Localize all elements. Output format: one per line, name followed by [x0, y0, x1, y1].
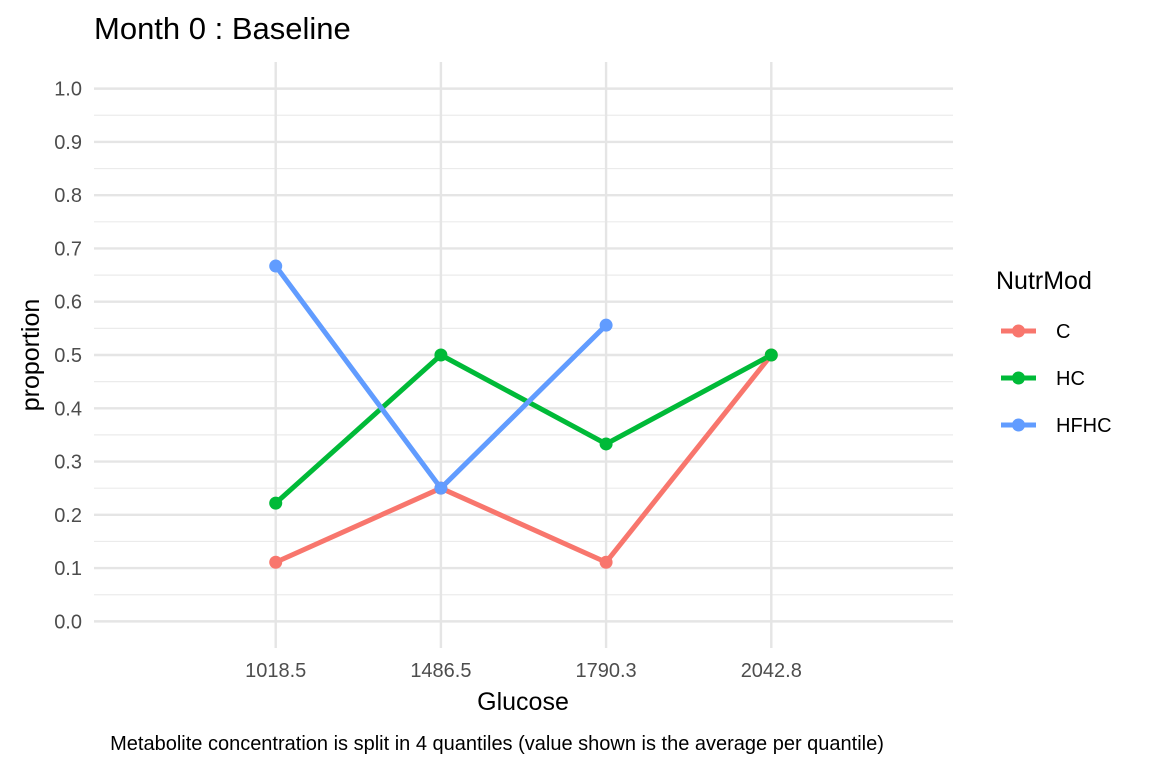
series-lines — [273, 264, 774, 565]
legend-label: C — [1056, 321, 1070, 343]
legend: NutrMod C HC HFHC — [996, 267, 1112, 437]
y-axis-title: proportion — [17, 299, 45, 412]
x-tick-label: 1018.5 — [245, 660, 306, 682]
data-point-c — [599, 555, 613, 569]
y-tick-label: 0.9 — [54, 132, 82, 154]
legend-item-c: C — [1001, 321, 1070, 343]
series-points — [269, 259, 778, 569]
grid-lines — [94, 62, 953, 648]
legend-key-point — [1012, 324, 1025, 338]
legend-key-point — [1012, 371, 1025, 385]
chart-title: Month 0 : Baseline — [94, 11, 351, 46]
data-point-hc — [434, 348, 448, 362]
chart-caption: Metabolite concentration is split in 4 q… — [110, 733, 884, 755]
y-tick-label: 0.5 — [54, 345, 82, 367]
y-tick-label: 1.0 — [54, 79, 82, 101]
x-tick-label: 2042.8 — [741, 660, 802, 682]
y-tick-label: 0.7 — [54, 238, 82, 260]
data-point-c — [269, 555, 283, 569]
y-tick-label: 0.3 — [54, 452, 82, 474]
y-axis-ticks: 0.0 0.1 0.2 0.3 0.4 0.5 0.6 0.7 0.8 0.9 1.0 — [54, 79, 82, 634]
x-axis-ticks: 1018.5 1486.5 1790.3 2042.8 — [245, 660, 802, 682]
y-tick-label: 0.1 — [54, 558, 82, 580]
y-tick-label: 0.6 — [54, 292, 82, 314]
series-line-c — [274, 353, 774, 565]
legend-items: C HC HFHC — [1001, 321, 1112, 437]
y-tick-label: 0.0 — [54, 611, 82, 633]
legend-label: HC — [1056, 368, 1085, 390]
legend-label: HFHC — [1056, 415, 1112, 437]
x-tick-label: 1790.3 — [576, 660, 637, 682]
data-point-hfhc — [269, 259, 283, 273]
data-point-hfhc — [434, 481, 448, 495]
legend-item-hc: HC — [1001, 368, 1085, 390]
legend-title: NutrMod — [996, 267, 1092, 295]
data-point-hfhc — [599, 318, 613, 332]
legend-item-hfhc: HFHC — [1001, 415, 1112, 437]
x-axis-title: Glucose — [477, 688, 569, 716]
series-line-hc — [274, 352, 773, 505]
y-tick-label: 0.2 — [54, 505, 82, 527]
data-point-hc — [599, 437, 613, 451]
data-point-hc — [764, 348, 778, 362]
data-point-hc — [269, 496, 283, 510]
legend-key-point — [1012, 418, 1025, 432]
y-tick-label: 0.8 — [54, 185, 82, 207]
x-tick-label: 1486.5 — [410, 660, 471, 682]
y-tick-label: 0.4 — [54, 398, 82, 420]
